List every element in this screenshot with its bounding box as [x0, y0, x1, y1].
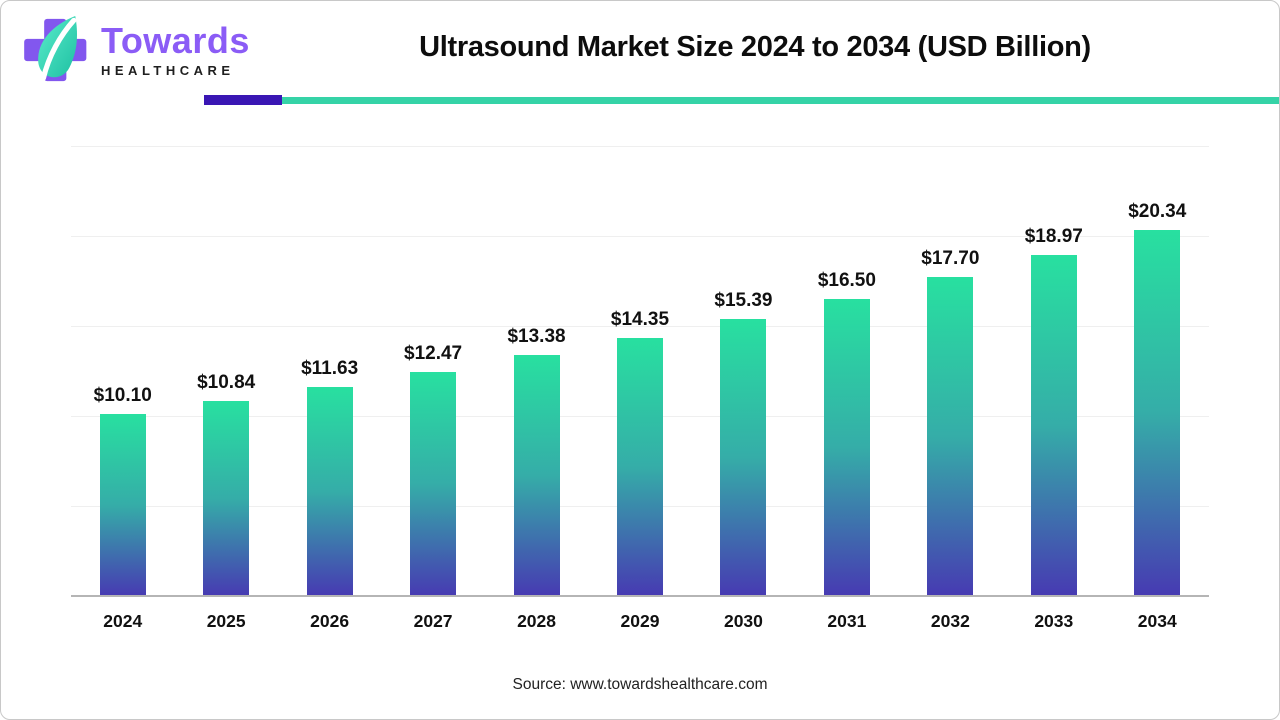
bar-slot-2025: $10.84 [174, 146, 277, 596]
brand-logo: Towards HEALTHCARE [19, 13, 250, 87]
bar-2027 [410, 372, 457, 596]
x-axis-line [71, 595, 1209, 597]
health-cross-leaf-icon [24, 15, 87, 82]
bar-slot-2026: $11.63 [278, 146, 381, 596]
bar-slot-2027: $12.47 [381, 146, 484, 596]
brand-name: Towards [101, 20, 250, 61]
bar-slot-2034: $20.34 [1106, 146, 1209, 596]
bar-value-label-2027: $12.47 [404, 343, 463, 364]
x-tick-2033: 2033 [1034, 611, 1074, 631]
divider-line [282, 97, 1279, 104]
bar-slot-2033: $18.97 [1002, 146, 1105, 596]
x-tick-2030: 2030 [723, 611, 763, 631]
bar-slot-2031: $16.50 [795, 146, 898, 596]
brand-subtitle: HEALTHCARE [101, 63, 235, 78]
gridline-25 [71, 146, 1209, 147]
bar-slot-2028: $13.38 [485, 146, 588, 596]
x-tick-2024: 2024 [103, 611, 143, 631]
bar-value-label-2025: $10.84 [197, 372, 256, 393]
bar-series: $10.10 $10.84 $11.63 $12.47 $13.38 $14.35 $15.… [71, 146, 1209, 596]
chart-title: Ultrasound Market Size 2024 to 2034 (USD… [419, 31, 1091, 63]
bar-value-label-2026: $11.63 [301, 358, 359, 379]
x-axis-labels: 2024 2025 2026 2027 2028 2029 2030 2031 2032 2033… [71, 611, 1209, 632]
x-tick-2034: 2034 [1137, 611, 1177, 631]
bar-value-label-2030: $15.39 [714, 290, 773, 311]
x-tick-2027: 2027 [413, 611, 453, 631]
bar-2025 [203, 401, 250, 596]
gridline-15 [71, 326, 1209, 327]
bar-value-label-2029: $14.35 [610, 309, 670, 330]
x-tick-2025: 2025 [206, 611, 246, 631]
x-tick-2028: 2028 [517, 611, 556, 631]
bar-value-label-2032: $17.70 [921, 248, 980, 269]
bar-2030 [720, 319, 767, 596]
bar-value-label-2034: $20.34 [1128, 201, 1187, 222]
source-text: Source: www.towardshealthcare.com [512, 676, 768, 693]
bar-2033 [1030, 255, 1077, 596]
x-tick-2032: 2032 [930, 611, 970, 631]
bar-2031 [823, 299, 870, 596]
bar-slot-2024: $10.10 [71, 146, 174, 596]
bar-value-label-2031: $16.50 [817, 270, 876, 291]
bar-value-label-2033: $18.97 [1024, 226, 1083, 247]
bar-value-label-2024: $10.10 [93, 385, 152, 406]
bar-2028 [513, 355, 560, 596]
bar-slot-2032: $17.70 [899, 146, 1002, 596]
x-tick-2026: 2026 [310, 611, 350, 631]
bar-2034 [1134, 230, 1181, 596]
bar-slot-2030: $15.39 [692, 146, 795, 596]
bar-2024 [99, 414, 146, 596]
bar-value-label-2028: $13.38 [507, 326, 566, 347]
gridline-20 [71, 236, 1209, 237]
x-tick-2031: 2031 [827, 611, 867, 631]
bar-chart-plot: $10.10 $10.84 $11.63 $12.47 $13.38 $14.35 $15.… [71, 146, 1209, 597]
bar-2029 [616, 338, 663, 596]
bar-2026 [306, 387, 353, 596]
bar-2032 [927, 277, 974, 596]
x-tick-2029: 2029 [620, 611, 660, 631]
bar-slot-2029: $14.35 [588, 146, 691, 596]
divider-accent [204, 95, 282, 105]
